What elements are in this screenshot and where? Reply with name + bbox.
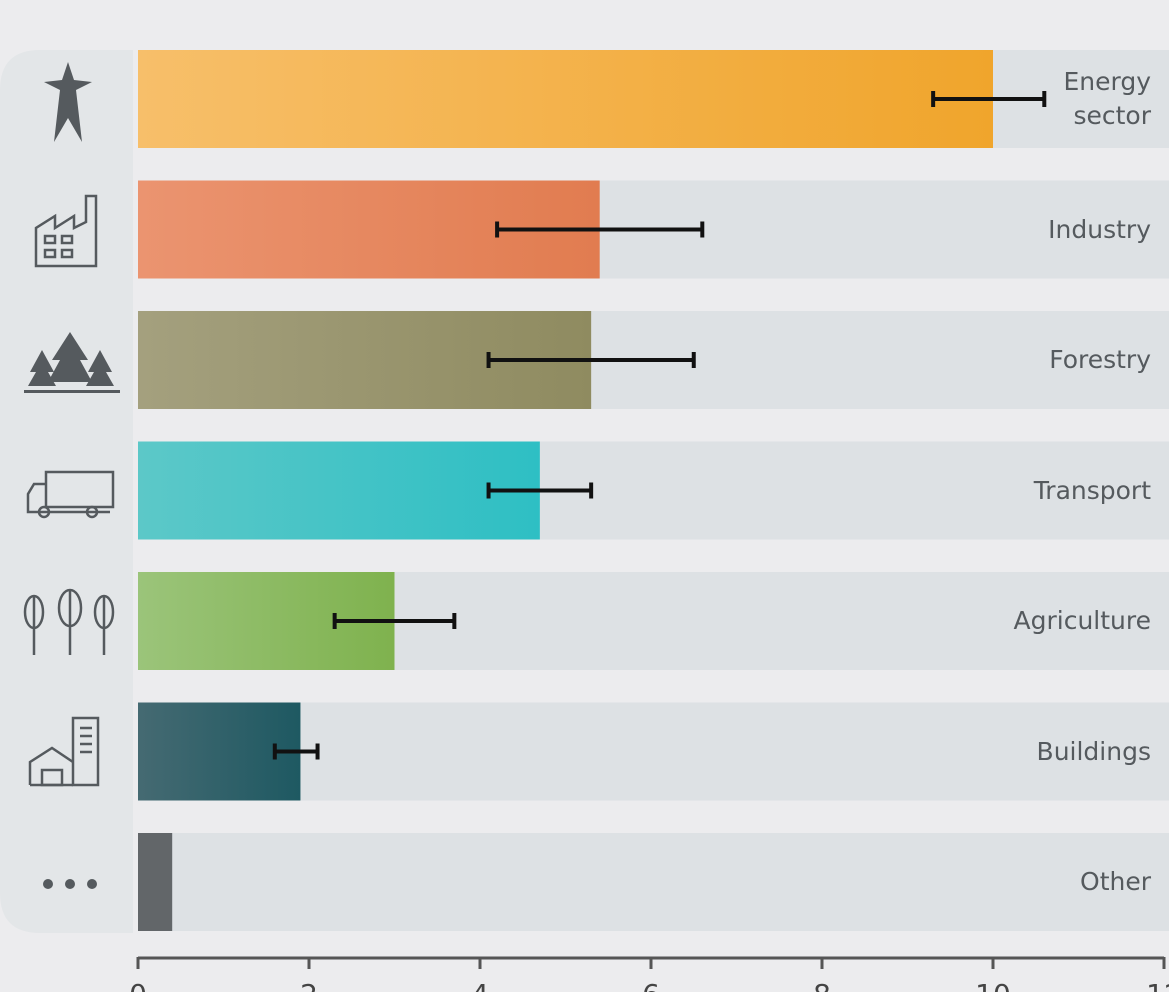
- icon-panel: [0, 50, 133, 933]
- energy-icon: [44, 62, 92, 142]
- bar: [138, 441, 540, 540]
- x-tick-label: 4: [471, 978, 489, 992]
- category-label: Transport: [1033, 475, 1151, 505]
- industry-icon: [34, 194, 98, 268]
- category-label: Industry: [1048, 214, 1151, 244]
- bar-track: [138, 833, 1169, 931]
- other-icon: [43, 879, 97, 889]
- icons: [23, 62, 120, 889]
- category-label: Other: [1080, 867, 1151, 896]
- x-tick-label: 8: [813, 978, 831, 992]
- buildings-icon: [28, 716, 100, 787]
- category-label: Energy sector: [1063, 67, 1151, 130]
- transport-icon: [26, 470, 115, 519]
- agriculture-icon: [23, 588, 115, 655]
- x-tick-label: 2: [300, 978, 318, 992]
- x-tick-label: 6: [642, 978, 660, 992]
- bar: [138, 50, 993, 148]
- bar: [138, 833, 173, 931]
- x-tick-label: 0: [129, 978, 147, 992]
- category-label: Buildings: [1036, 736, 1151, 766]
- category-label: Agriculture: [1013, 606, 1152, 635]
- x-tick-label: 10: [975, 978, 1011, 992]
- category-label: Forestry: [1049, 345, 1151, 374]
- forestry-icon: [24, 332, 120, 393]
- x-tick-label: 12: [1146, 978, 1169, 992]
